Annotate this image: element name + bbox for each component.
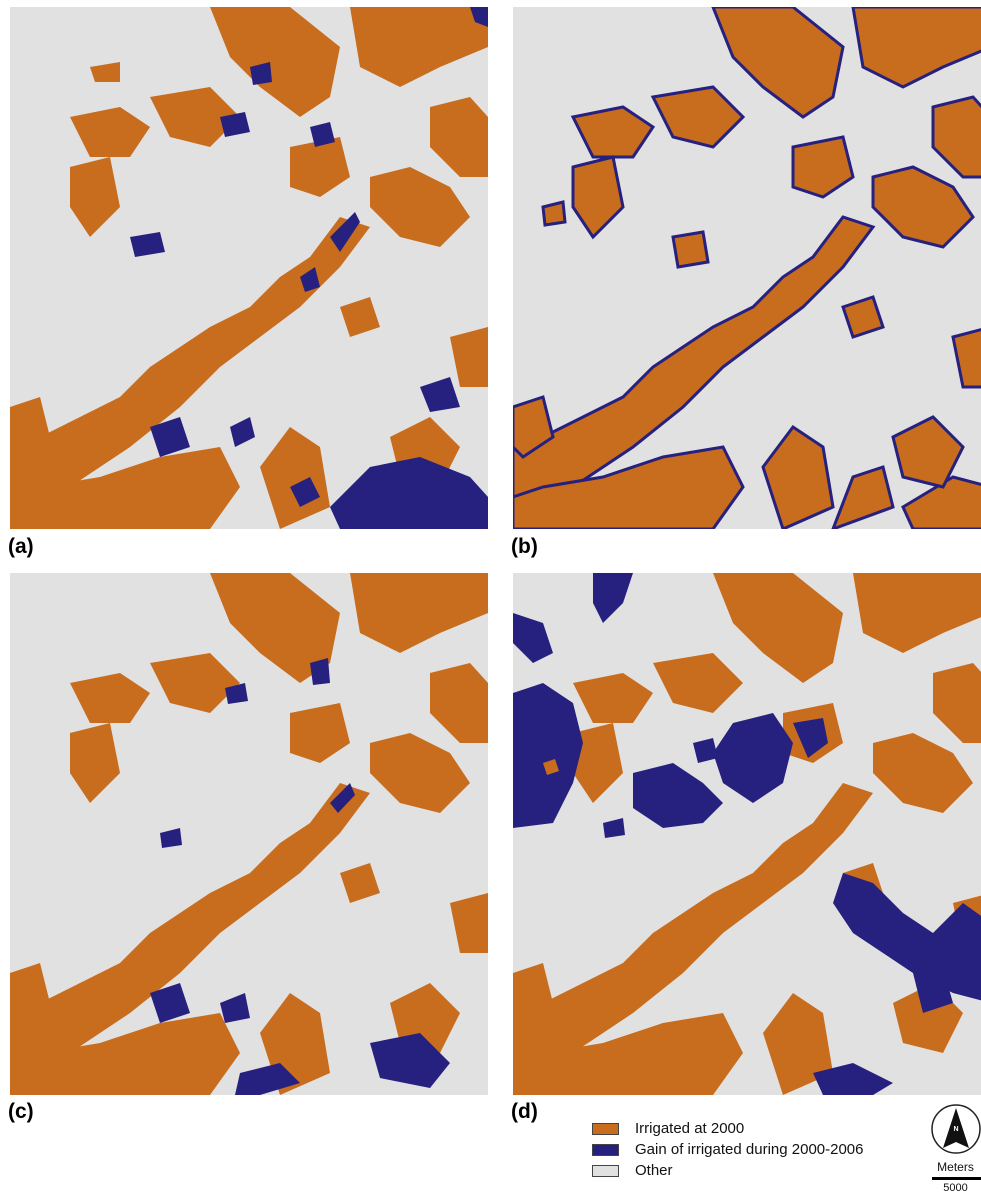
map-panel-c (10, 573, 488, 1095)
north-arrow-icon: N (930, 1103, 981, 1155)
panel-label-a: (a) (8, 535, 34, 558)
map-panel-d (513, 573, 981, 1095)
legend-swatch-gain (592, 1143, 619, 1156)
panel-label-c: (c) (8, 1100, 34, 1123)
legend-item-irrigated: Irrigated at 2000 (592, 1118, 912, 1139)
irrigated-area (10, 7, 488, 529)
map-c-canvas (10, 573, 488, 1095)
irrigated-patch (543, 759, 559, 775)
gain-area (130, 7, 488, 529)
legend-label-gain: Gain of irrigated during 2000-2006 (635, 1141, 864, 1158)
panel-label-b: (b) (511, 535, 538, 558)
scale-bar-title: Meters (937, 1160, 974, 1174)
legend-item-gain: Gain of irrigated during 2000-2006 (592, 1139, 912, 1160)
scale-bar: Meters 5000 (930, 1160, 981, 1194)
gain-area (150, 658, 450, 1095)
legend-swatch-irrigated (592, 1122, 619, 1135)
legend-item-other: Other (592, 1160, 912, 1181)
map-legend: Irrigated at 2000 Gain of irrigated duri… (592, 1118, 912, 1181)
scale-bar-value: 5000 (943, 1182, 968, 1194)
irrigated-area (513, 573, 981, 1095)
legend-swatch-other (592, 1164, 619, 1177)
map-b-canvas (513, 7, 981, 529)
panel-label-d: (d) (511, 1100, 538, 1123)
gain-area (513, 573, 981, 1095)
scale-bar-line (932, 1177, 981, 1180)
map-d-canvas (513, 573, 981, 1095)
irrigated-area (513, 7, 981, 529)
map-a-canvas (10, 7, 488, 529)
map-panel-a (10, 7, 488, 529)
north-letter: N (953, 1126, 958, 1133)
irrigated-area (10, 573, 488, 1095)
legend-label-other: Other (635, 1162, 673, 1179)
legend-label-irrigated: Irrigated at 2000 (635, 1120, 745, 1137)
map-panel-b (513, 7, 981, 529)
